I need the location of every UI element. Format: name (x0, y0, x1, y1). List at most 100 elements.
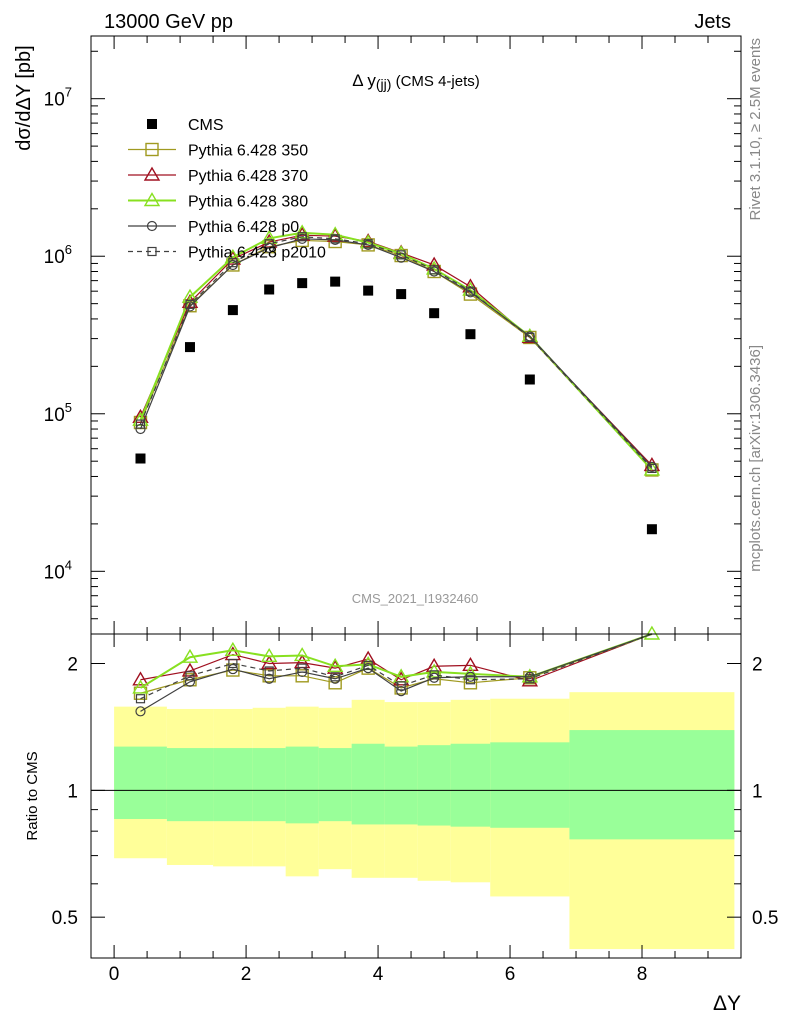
ratio-xtick-label: 6 (505, 964, 516, 985)
ratio-band-inner (252, 748, 286, 822)
ratio-point-pythia-6-428-380 (260, 647, 278, 663)
data-point-cms (330, 276, 341, 287)
chart-title-main: Δ y (352, 71, 376, 90)
ratio-frame (90, 633, 742, 959)
main-ytick-label: 107 (44, 85, 72, 111)
ratio-band-inner (351, 743, 385, 825)
ratio-band-inner (166, 748, 214, 822)
ratio-point-pythia-6-428-380 (224, 641, 242, 656)
ratio-point-pythia-6-428-350 (262, 669, 276, 683)
ratio-band-inner (285, 746, 319, 824)
legend-marker-pythia-6-428-350 (145, 142, 159, 157)
legend-marker-pythia-6-428-p2010 (147, 246, 157, 257)
legend-label-pythia-6-428-370: Pythia 6.428 370 (188, 168, 308, 185)
data-point-cms (297, 278, 308, 289)
ratio-point-pythia-6-428-380 (326, 657, 344, 672)
ratio-point-pythia-6-428-p0 (227, 663, 238, 675)
ratio-band-inner (114, 746, 167, 820)
ratio-ylabel: Ratio to CMS (24, 751, 41, 840)
ratio-ytick-label-right: 0.5 (752, 908, 778, 929)
data-point-pythia-6-428-370 (132, 408, 149, 423)
ratio-point-pythia-6-428-370 (392, 671, 410, 686)
ratio-point-pythia-6-428-p2010 (330, 672, 340, 682)
svg-text:Δ y(jj) (CMS 4-jets): Δ y(jj) (CMS 4-jets) (352, 71, 480, 92)
data-point-cms (465, 329, 476, 340)
data-point-cms (363, 285, 374, 296)
ratio-point-pythia-6-428-370 (462, 656, 479, 672)
main-ytick-label-base: 10 (44, 247, 65, 268)
ratio-xtick-label: 0 (109, 964, 120, 985)
ratio-point-pythia-6-428-p2010 (135, 694, 146, 704)
data-point-pythia-6-428-p2010 (264, 239, 274, 249)
ratio-ytick-label-left: 1 (67, 781, 78, 802)
data-point-pythia-6-428-p2010 (525, 332, 535, 343)
ratio-line-pythia-6-428-p2010 (140, 633, 653, 700)
main-ytick-label-exp: 5 (65, 400, 72, 415)
chart-title: Δ y(jj) (CMS 4-jets) (352, 71, 480, 92)
ratio-band-inner (569, 730, 735, 840)
legend-label-pythia-6-428-p0: Pythia 6.428 p0 (188, 219, 299, 236)
data-point-pythia-6-428-p2010 (228, 258, 238, 268)
ratio-point-pythia-6-428-370 (132, 671, 149, 686)
ratio-point-pythia-6-428-p2010 (396, 681, 406, 691)
main-ytick-label-base: 10 (44, 405, 65, 426)
data-point-cms (227, 305, 238, 316)
data-point-cms (429, 308, 440, 319)
series-cms (135, 276, 657, 535)
main-ytick-label-exp: 4 (65, 557, 72, 572)
main-ytick-label: 105 (44, 400, 72, 426)
legend-label-pythia-6-428-380: Pythia 6.428 380 (188, 194, 308, 211)
chart-title-subscript: (jj) (376, 76, 392, 92)
ratio-point-pythia-6-428-380 (462, 665, 479, 680)
ratio-panel: 0.5 0.5 1 1 2 2 0 2 4 6 8 Ratio to CMS ΔY (24, 625, 778, 1015)
ratio-point-pythia-6-428-p0 (396, 686, 407, 697)
series-pythia-6-428-p2010 (135, 232, 657, 474)
ratio-series-group (132, 625, 661, 717)
ratio-band-inner (450, 743, 491, 827)
main-ytick-label: 106 (44, 242, 72, 268)
mcplots-reference-label: mcplots.cern.ch [arXiv:1306.3436] (747, 345, 764, 572)
main-series-group (132, 224, 661, 535)
ratio-point-pythia-6-428-p2010 (363, 660, 373, 670)
legend-marker-pythia-6-428-p0 (146, 220, 158, 232)
data-point-cms (646, 524, 657, 535)
legend-marker-pythia-6-428-370 (143, 166, 161, 181)
ratio-ytick-label-right: 1 (752, 781, 763, 802)
main-ytick-label-exp: 7 (65, 85, 72, 100)
ratio-point-pythia-6-428-370 (260, 655, 278, 670)
ratio-xtick-label: 2 (241, 964, 252, 985)
ratio-point-pythia-6-428-p0 (184, 676, 196, 687)
data-point-pythia-6-428-p2010 (396, 250, 406, 260)
legend-entry-pythia-6-428-380: Pythia 6.428 380 (128, 192, 308, 211)
ratio-point-pythia-6-428-380 (643, 625, 661, 640)
ratio-xtick-label: 8 (637, 964, 648, 985)
ratio-line-pythia-6-428-380 (139, 633, 653, 689)
main-ytick-label-base: 10 (44, 562, 65, 583)
ratio-point-pythia-6-428-p2010 (264, 666, 274, 676)
data-point-pythia-6-428-p2010 (185, 299, 195, 309)
data-point-pythia-6-428-p2010 (135, 419, 146, 429)
main-ytick-label-exp: 6 (65, 242, 72, 257)
data-point-cms (396, 289, 407, 300)
data-point-cms (524, 374, 535, 385)
ratio-uncertainty-bands (114, 692, 735, 950)
ratio-point-pythia-6-428-p2010 (297, 663, 307, 673)
header-energy-label: 13000 GeV pp (104, 11, 233, 33)
ratio-point-pythia-6-428-350 (295, 669, 309, 683)
ratio-point-pythia-6-428-p0 (264, 673, 275, 684)
ratio-band-inner (384, 746, 418, 825)
ratio-point-pythia-6-428-380 (293, 647, 311, 662)
ratio-series-pythia-6-428-p2010 (135, 633, 653, 704)
legend-entry-pythia-6-428-p2010: Pythia 6.428 p2010 (128, 245, 326, 262)
ratio-band-inner (213, 748, 253, 822)
data-point-pythia-6-428-p2010 (465, 286, 476, 296)
data-point-cms (184, 342, 195, 353)
series-line-pythia-6-428-380 (139, 231, 653, 471)
ratio-point-pythia-6-428-p2010 (228, 658, 238, 669)
main-ytick-label-base: 10 (44, 90, 65, 111)
data-point-pythia-6-428-p2010 (363, 239, 373, 249)
legend-entry-pythia-6-428-p0: Pythia 6.428 p0 (128, 219, 299, 236)
ratio-axis-ticks: 0.5 0.5 1 1 2 2 0 2 4 6 8 (52, 633, 778, 985)
